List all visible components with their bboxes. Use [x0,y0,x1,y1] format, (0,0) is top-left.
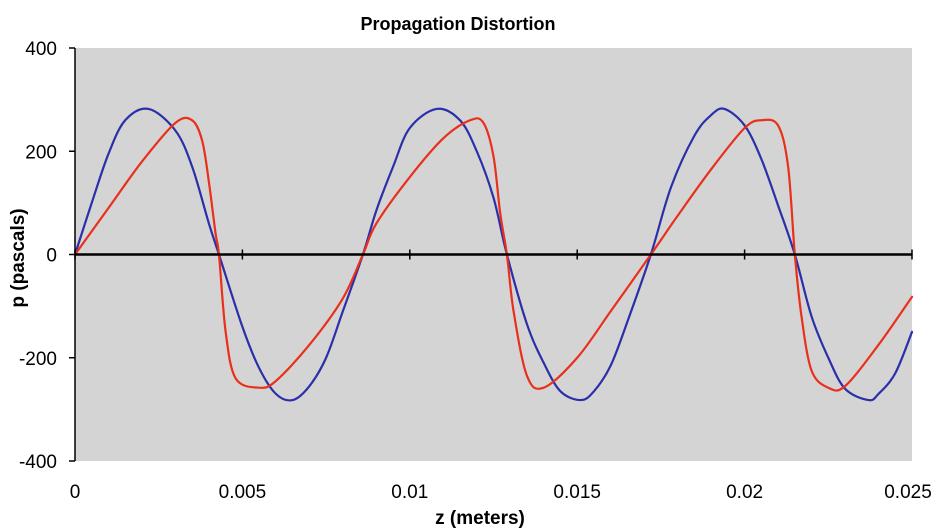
series-line-1 [73,116,914,392]
y-tick-label: 200 [25,142,57,163]
y-tick-label: -200 [19,349,57,370]
y-axis-title: p (pascals) [8,208,29,307]
chart-title: Propagation Distortion [361,14,556,34]
x-tick-labels: 0 0.005 0.01 0.015 0.02 0.025 [70,482,932,503]
x-ticks [74,249,913,260]
y-tick-labels: -400 -200 0 200 400 [19,39,57,473]
x-tick-label: 0 [70,482,81,503]
y-ticks [69,47,75,462]
x-tick-label: 0.015 [553,482,601,503]
x-tick-label: 0.01 [391,482,428,503]
y-tick-label: 0 [46,246,57,267]
y-tick-label: -400 [19,452,57,473]
x-tick-label: 0.005 [219,482,267,503]
x-tick-label: 0.02 [726,482,763,503]
x-tick-label: 0.025 [884,482,932,503]
x-axis-title: z (meters) [435,508,525,529]
y-tick-label: 400 [25,39,57,60]
axes [69,47,913,462]
